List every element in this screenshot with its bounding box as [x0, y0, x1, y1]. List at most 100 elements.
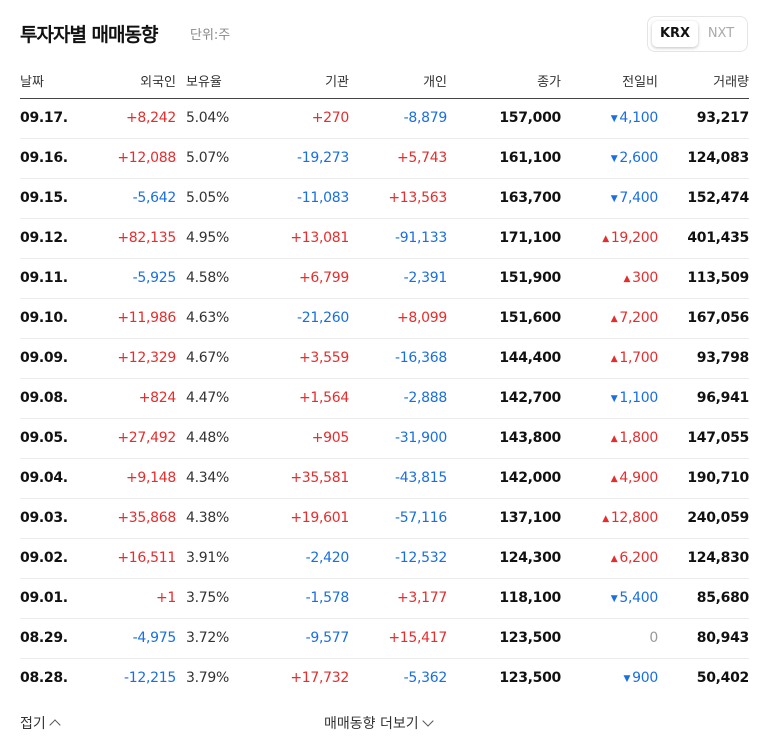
cell-holding-ratio: 4.34% — [176, 458, 246, 499]
table-row: 09.02.+16,5113.91%-2,420-12,532124,3006,… — [20, 538, 749, 579]
cell-change: 6,200 — [561, 538, 658, 579]
cell-volume: 85,680 — [658, 578, 749, 619]
cell-volume: 190,710 — [658, 458, 749, 499]
cell-institution: -9,577 — [246, 618, 349, 659]
cell-foreign: +16,511 — [80, 538, 176, 579]
cell-volume: 401,435 — [658, 218, 749, 259]
table-row: 09.17.+8,2425.04%+270-8,879157,0004,1009… — [20, 98, 749, 139]
cell-close: 157,000 — [447, 98, 561, 139]
chevron-up-icon — [49, 719, 61, 731]
cell-institution: +19,601 — [246, 498, 349, 539]
cell-volume: 93,217 — [658, 98, 749, 139]
cell-close: 151,600 — [447, 298, 561, 339]
cell-close: 118,100 — [447, 578, 561, 619]
cell-close: 142,700 — [447, 378, 561, 419]
cell-holding-ratio: 3.79% — [186, 670, 229, 687]
cell-date: 09.15. — [20, 178, 80, 219]
cell-foreign: +27,492 — [80, 418, 176, 459]
cell-holding-ratio: 5.05% — [176, 178, 246, 219]
cell-foreign: +12,088 — [80, 138, 176, 179]
cell-change: 5,400 — [561, 578, 658, 619]
table-row: 09.16.+12,0885.07%-19,273+5,743161,1002,… — [20, 138, 749, 179]
cell-date: 09.08. — [20, 378, 80, 419]
cell-date: 09.17. — [20, 98, 80, 139]
cell-close: 144,400 — [447, 338, 561, 379]
col-header-foreign: 외국인 — [80, 64, 176, 99]
more-trading-button[interactable]: 매매동향 더보기 — [324, 713, 434, 733]
cell-date: 09.16. — [20, 138, 80, 179]
cell-change: 2,600 — [561, 138, 658, 179]
cell-holding-ratio: 3.75% — [176, 578, 246, 619]
cell-individual: -8,879 — [349, 98, 447, 139]
col-header-institution: 기관 — [246, 64, 349, 99]
col-header-holding-ratio: 보유율 — [176, 64, 246, 99]
more-label: 매매동향 더보기 — [324, 716, 419, 732]
cell-individual: +15,417 — [349, 618, 447, 659]
cell-change: 4,100 — [561, 98, 658, 139]
cell-volume: 124,830 — [658, 538, 749, 579]
cell-institution: -19,273 — [246, 138, 349, 179]
cell-holding-ratio: 4.63% — [176, 298, 246, 339]
cell-holding-ratio: 4.38% — [176, 498, 246, 539]
cell-date: 09.01. — [20, 578, 80, 619]
cell-institution: +3,559 — [246, 338, 349, 379]
cell-date: 08.29. — [20, 618, 80, 659]
section-title: 투자자별 매매동향 — [20, 24, 158, 46]
fold-button[interactable]: 접기 — [20, 713, 61, 733]
cell-individual: -91,133 — [349, 218, 447, 259]
cell-foreign: -12,215 — [124, 670, 176, 687]
cell-date: 09.05. — [20, 418, 80, 459]
cell-volume: 240,059 — [658, 498, 749, 539]
cell-individual: -57,116 — [349, 498, 447, 539]
cell-change: 4,900 — [561, 458, 658, 499]
cell-individual: -12,532 — [349, 538, 447, 579]
cell-holding-ratio: 3.91% — [176, 538, 246, 579]
cell-volume: 96,941 — [658, 378, 749, 419]
cell-foreign: +8,242 — [80, 98, 176, 139]
tab-krx[interactable]: KRX — [652, 21, 698, 47]
cell-close: 143,800 — [447, 418, 561, 459]
cell-foreign: -5,642 — [80, 178, 176, 219]
cell-foreign: +82,135 — [80, 218, 176, 259]
cell-holding-ratio: 5.04% — [176, 98, 246, 139]
cell-close: 137,100 — [447, 498, 561, 539]
cell-holding-ratio: 4.67% — [176, 338, 246, 379]
cell-change: 12,800 — [561, 498, 658, 539]
cell-date: 09.10. — [20, 298, 80, 339]
table-row: 09.08.+8244.47%+1,564-2,888142,7001,1009… — [20, 378, 749, 419]
col-header-individual: 개인 — [349, 64, 447, 99]
cell-individual: +13,563 — [349, 178, 447, 219]
table-row: 09.12.+82,1354.95%+13,081-91,133171,1001… — [20, 218, 749, 259]
cell-foreign: -5,925 — [80, 258, 176, 299]
col-header-change: 전일비 — [561, 64, 658, 99]
cell-institution: +17,732 — [290, 670, 349, 687]
cell-foreign: +9,148 — [80, 458, 176, 499]
table-row: 09.15.-5,6425.05%-11,083+13,563163,7007,… — [20, 178, 749, 219]
cell-change: 900 — [561, 658, 658, 698]
col-header-date: 날짜 — [20, 64, 80, 99]
cell-institution: +1,564 — [246, 378, 349, 419]
cell-individual: -31,900 — [349, 418, 447, 459]
table-row: 08.28. -12,215 3.79% +17,732 -5,362 123,50090… — [20, 658, 749, 698]
cell-institution: -1,578 — [246, 578, 349, 619]
cell-individual: -5,362 — [403, 670, 448, 687]
tab-nxt[interactable]: NXT — [707, 26, 735, 41]
cell-individual: +3,177 — [349, 578, 447, 619]
cell-institution: -21,260 — [246, 298, 349, 339]
table-row: 09.10.+11,9864.63%-21,260+8,099151,6007,… — [20, 298, 749, 339]
cell-change: 19,200 — [561, 218, 658, 259]
cell-close: 123,500 — [447, 618, 561, 659]
cell-institution: +35,581 — [246, 458, 349, 499]
cell-date: 09.12. — [20, 218, 80, 259]
cell-change: 1,100 — [561, 378, 658, 419]
cell-institution: -11,083 — [246, 178, 349, 219]
cell-date: 09.02. — [20, 538, 80, 579]
cell-volume: 152,474 — [658, 178, 749, 219]
cell-date: 09.09. — [20, 338, 80, 379]
cell-foreign: +12,329 — [80, 338, 176, 379]
cell-institution: +905 — [246, 418, 349, 459]
cell-holding-ratio: 3.72% — [176, 618, 246, 659]
cell-foreign: +35,868 — [80, 498, 176, 539]
cell-institution: +6,799 — [246, 258, 349, 299]
cell-close: 171,100 — [447, 218, 561, 259]
